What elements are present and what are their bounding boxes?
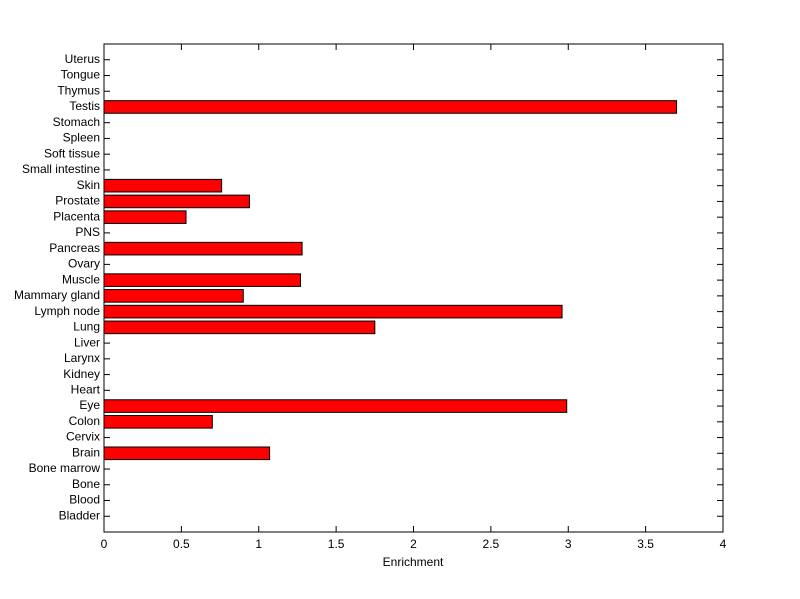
y-tick-label: Brain [72,445,100,459]
y-tick-label: Blood [69,493,100,507]
x-tick-label: 0.5 [173,537,190,551]
y-tick-label: Thymus [57,83,100,97]
bar [103,100,678,114]
y-tick-label: Prostate [55,194,100,208]
y-tick-label: Liver [74,335,100,349]
y-tick-label: Ovary [68,257,100,271]
y-tick-label: Eye [79,398,100,412]
y-tick-label: Uterus [65,52,100,66]
y-tick-label: Small intestine [22,162,100,176]
y-tick-label: Skin [77,178,100,192]
y-tick-label: Testis [69,99,100,113]
y-tick-label: Colon [69,414,100,428]
bar [103,399,568,413]
y-tick-label: Muscle [62,272,100,286]
bar [103,320,376,335]
x-axis-label: Enrichment [383,555,444,569]
x-tick-label: 2 [410,537,417,551]
x-tick-label: 1 [255,537,262,551]
y-tick-label: Mammary gland [14,288,100,302]
bar [103,178,223,193]
y-tick-label: Spleen [63,131,100,145]
y-tick-label: Lung [73,320,100,334]
bar [103,415,213,429]
y-tick-label: Heart [71,382,101,396]
bar [103,273,302,287]
bar [103,194,250,209]
bar [103,241,303,256]
x-tick-label: 2.5 [483,537,500,551]
bar [103,289,244,303]
y-tick-label: Lymph node [34,304,100,318]
x-tick-label: 3 [565,537,572,551]
x-tick-label: 4 [720,537,727,551]
y-tick-label: PNS [75,225,100,239]
bar [103,446,271,461]
y-tick-label: Kidney [63,367,100,381]
y-tick-label: Placenta [53,209,100,223]
y-tick-label: Soft tissue [44,146,100,160]
x-tick-label: 1.5 [328,537,345,551]
y-tick-label: Pancreas [49,241,100,255]
x-tick-label: 0 [101,537,108,551]
y-tick-label: Bladder [59,508,100,522]
y-tick-label: Larynx [64,351,100,365]
x-tick-label: 3.5 [637,537,654,551]
y-tick-label: Stomach [53,115,100,129]
y-tick-label: Bone [72,477,100,491]
bar [103,304,563,319]
y-tick-label: Bone marrow [29,461,101,475]
y-tick-label: Cervix [66,430,100,444]
bar [103,210,187,224]
y-tick-label: Tongue [61,68,101,82]
